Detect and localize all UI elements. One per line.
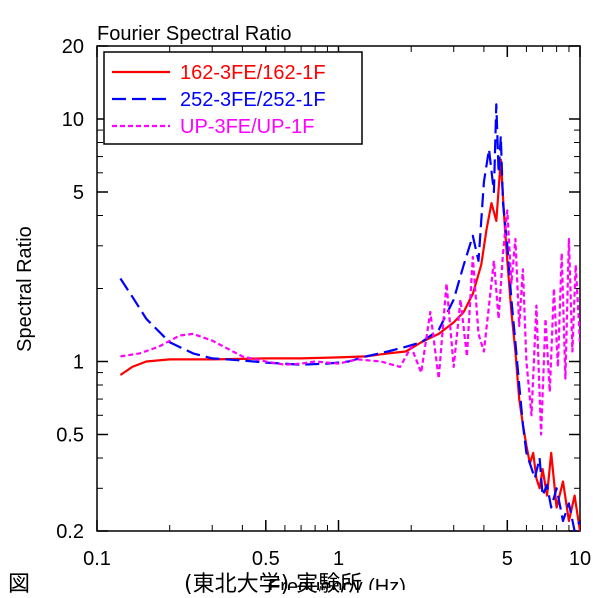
x-tick-label: 10	[569, 548, 591, 570]
x-tick-label: 1	[333, 548, 344, 570]
legend-box	[103, 51, 363, 145]
x-tick-label: 5	[502, 548, 513, 570]
y-tick-label: 0.2	[56, 521, 84, 543]
series-layer	[119, 103, 580, 531]
x-axis-label: Frequency (Hz)	[268, 576, 406, 590]
y-axis-label: Spectral Ratio	[14, 226, 36, 352]
y-tick-label: 10	[62, 109, 84, 131]
legend-label-2: 252-3FE/252-1F	[180, 89, 326, 111]
x-tick-label: 0.1	[83, 548, 111, 570]
series-line-3	[120, 209, 580, 436]
legend-label-3: UP-3FE/UP-1F	[180, 116, 314, 138]
y-tick-label: 20	[62, 36, 84, 58]
y-tick-label: 1	[73, 351, 84, 373]
y-tick-label: 0.5	[56, 424, 84, 446]
chart-title: Fourier Spectral Ratio	[97, 23, 292, 45]
y-tick-label: 5	[73, 182, 84, 204]
figure-caption: 図 (東北大学) 実験所 比	[8, 572, 605, 597]
x-tick-label: 0.5	[252, 548, 280, 570]
legend-label-1: 162-3FE/162-1F	[180, 62, 326, 84]
series-line-1	[119, 158, 580, 531]
